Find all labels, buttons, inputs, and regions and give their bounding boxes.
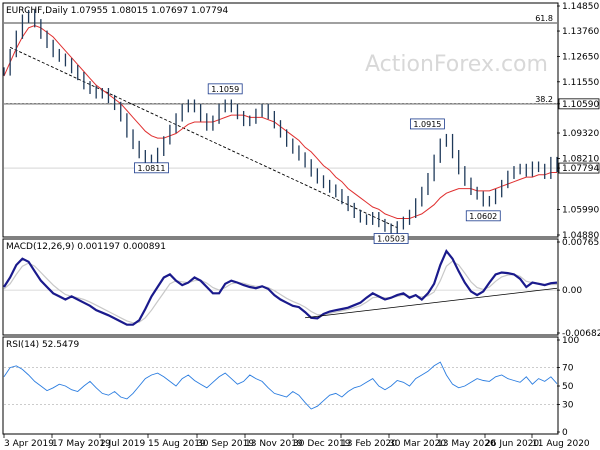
annotation-label-2: 1.0915 (413, 120, 441, 129)
macd-y-tick-label-2: -0.006822 (562, 329, 600, 339)
annotation-box-1 (207, 83, 243, 95)
macd-layer: 0.007655 0.00 -0.006822 (3, 238, 600, 339)
price-y-tick-label-5: 1.09320 (562, 129, 599, 139)
rsi-y-tick-label-4: 0 (562, 428, 568, 438)
macd-panel-title: MACD(12,26,9) 0.001197 0.000891 (6, 242, 166, 252)
price-y-tick-label-1: 1.13760 (562, 27, 599, 37)
x-tick-label-0: 3 Apr 2019 (4, 439, 54, 449)
macd-line (3, 248, 558, 326)
rsi-panel-frame (2, 336, 559, 435)
macd-y-tick-label-0: 0.007655 (562, 238, 600, 248)
rsi-y-tick-label-2: 50 (562, 382, 574, 392)
x-tick-label-9: 13 May 2020 (437, 439, 496, 449)
x-tick-label-3: 15 Aug 2019 (148, 439, 206, 449)
macd-panel-frame (2, 238, 559, 336)
price-y-tick-label-3: 1.11550 (562, 78, 599, 88)
rsi-layer: 100 70 50 30 0 (3, 336, 579, 438)
rsi-y-tick-label-0: 100 (562, 336, 579, 346)
annotation-box-2 (409, 118, 445, 130)
x-tick-label-8: 30 Mar 2020 (389, 439, 446, 449)
price-y-tick-label-7: 1.07794 (562, 164, 599, 174)
x-tick-label-10: 26 Jun 2020 (485, 439, 539, 449)
x-tick-label-5: 13 Nov 2019 (245, 439, 303, 449)
annotation-label-3: 1.0602 (469, 212, 497, 221)
price-y-tick-label-6: 1.08210 (562, 155, 599, 165)
rsi-y-tick-label-3: 30 (562, 400, 574, 410)
x-tick-label-4: 30 Sep 2019 (197, 439, 254, 449)
fib-label-1: 38.2 (535, 95, 553, 104)
x-tick-label-2: 2 Jul 2019 (100, 439, 145, 449)
annotation-label-1: 1.1059 (211, 85, 239, 94)
price-y-tick-label-2: 1.12650 (562, 53, 599, 63)
annotation-box-3 (465, 210, 501, 222)
down-trendline (9, 46, 398, 229)
rsi-y-tick-label-1: 70 (562, 364, 574, 374)
price-y-tick-label-0: 1.14850 (562, 2, 599, 12)
rsi-line (3, 361, 558, 410)
price-layer: 61.8 38.2 1.0811 1.1059 1.0915 1.0602 1.0503 1.… (3, 2, 599, 244)
price-y-tick-label-8: 1.05990 (562, 206, 599, 216)
annotation-box-4 (373, 233, 409, 244)
macd-y-tick-label-1: 0.00 (562, 286, 582, 296)
x-tick-label-6: 30 Dec 2019 (293, 439, 351, 449)
rsi-panel-title: RSI(14) 52.5479 (6, 340, 79, 350)
price-y-tick-label-9: 1.04880 (562, 231, 599, 241)
fib-label-0: 61.8 (535, 14, 553, 23)
annotation-label-0: 1.0811 (137, 164, 165, 173)
x-tick-label-11: 11 Aug 2020 (532, 439, 590, 449)
annotation-label-4: 1.0503 (377, 235, 405, 244)
price-y-tick-label-4: 1.10590 (562, 100, 599, 110)
x-tick-label-1: 17 May 2019 (52, 439, 111, 449)
price-panel-frame (2, 2, 559, 238)
price-panel-title: EURCHF,Daily 1.07955 1.08015 1.07697 1.0… (6, 6, 229, 16)
macd-trendline (305, 287, 558, 319)
x-tick-label-7: 13 Feb 2020 (341, 439, 397, 449)
annotation-box-0 (134, 162, 169, 174)
watermark-text: ActionForex.com (365, 52, 548, 77)
macd-signal-line (3, 260, 557, 324)
